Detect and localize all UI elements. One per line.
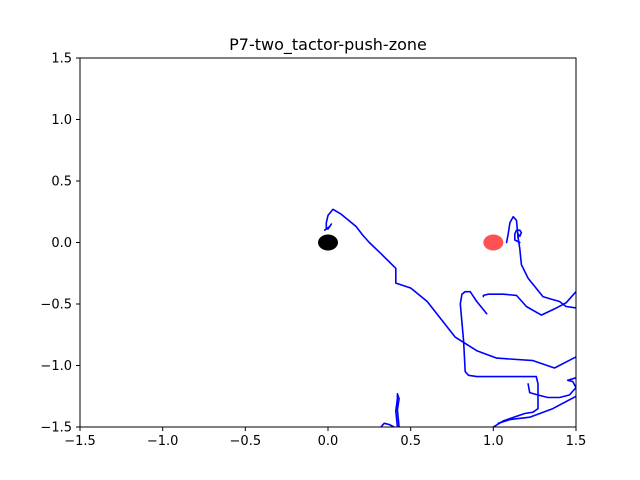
x-tick-label: −1.5 — [64, 434, 96, 449]
trajectory-line-9 — [380, 422, 395, 427]
trajectory-line-4 — [505, 215, 576, 309]
x-tick-label: −1.0 — [147, 434, 179, 449]
x-tick-label: 0.5 — [400, 434, 421, 449]
trajectory-line-1 — [323, 208, 576, 369]
trajectory-line-8 — [395, 393, 400, 427]
y-tick-label: 0.0 — [51, 236, 72, 251]
y-tick-label: 1.5 — [51, 52, 72, 67]
chart-title: P7-two_tactor-push-zone — [229, 35, 427, 55]
y-tick-label: 1.0 — [51, 113, 72, 128]
x-tick-label: 1.0 — [483, 434, 504, 449]
y-tick-label: −0.5 — [40, 298, 72, 313]
x-tick-label: 0.0 — [318, 434, 339, 449]
start-marker — [318, 234, 338, 251]
x-tick-label: −0.5 — [230, 434, 262, 449]
target-marker — [483, 234, 504, 251]
y-tick-label: −1.5 — [40, 421, 72, 436]
trajectory-line-2 — [459, 290, 539, 427]
trajectory-line-5 — [514, 229, 523, 244]
plot-area — [318, 208, 576, 427]
y-tick-label: −1.0 — [40, 359, 72, 374]
y-axis: −1.5 −1.0 −0.5 0.0 0.5 1.0 1.5 — [40, 52, 80, 436]
x-tick-label: 1.5 — [566, 434, 587, 449]
y-tick-label: 0.5 — [51, 175, 72, 190]
trajectory-line-3 — [482, 290, 576, 316]
x-axis: −1.5 −1.0 −0.5 0.0 0.5 1.0 1.5 — [64, 427, 586, 449]
trajectory-line-6 — [527, 377, 576, 399]
trajectory-line-7 — [497, 395, 576, 425]
